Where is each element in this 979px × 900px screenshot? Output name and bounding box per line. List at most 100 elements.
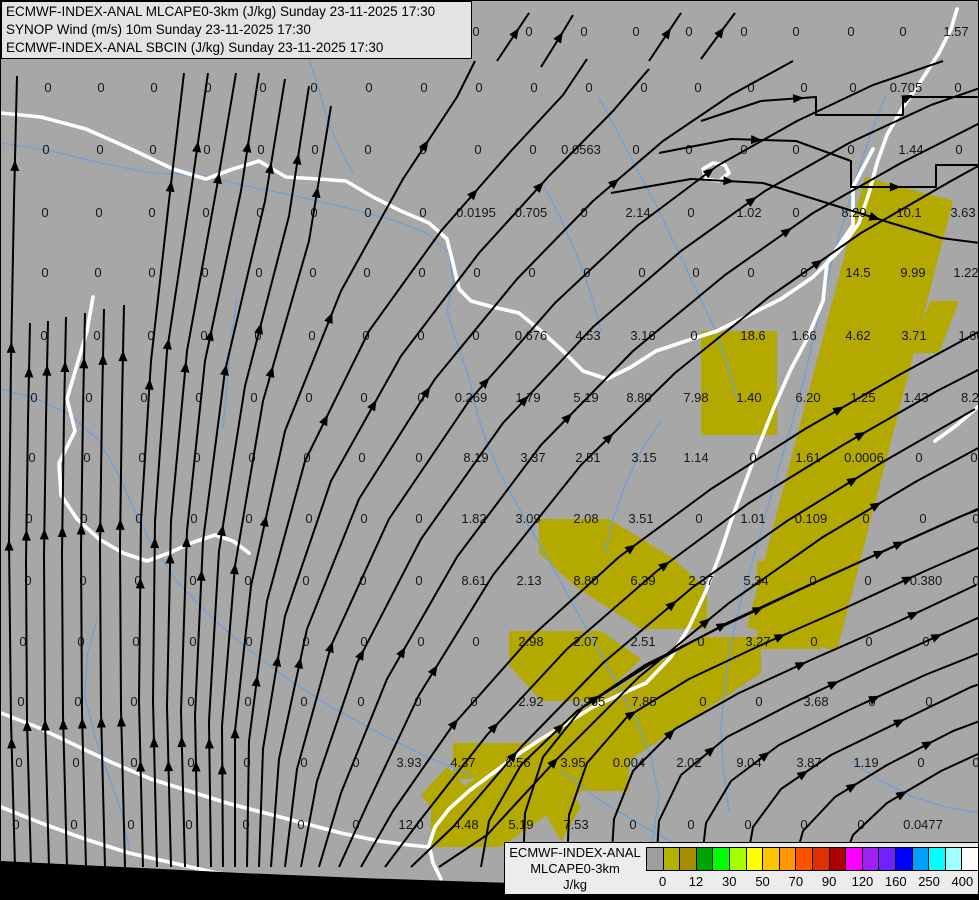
grid-value-label: 0 — [12, 817, 19, 832]
cape-shaded-region — [539, 519, 707, 629]
wind-streamline — [80, 312, 87, 868]
flow-arrowhead-icon — [177, 736, 187, 748]
grid-value-label: 0 — [300, 755, 307, 770]
flow-arrowhead-icon — [714, 27, 725, 39]
flow-arrowhead-icon — [723, 176, 735, 186]
grid-value-label: 0 — [364, 205, 371, 220]
grid-value-label: 0 — [138, 450, 145, 465]
grid-value-label: 0.0195 — [456, 205, 496, 220]
legend-color-cell — [929, 848, 946, 870]
grid-value-label: 0 — [187, 694, 194, 709]
river-line — [598, 96, 738, 400]
wind-streamline — [43, 320, 50, 868]
grid-value-label: 0 — [528, 265, 535, 280]
grid-value-label: 3.63 — [950, 205, 975, 220]
flow-arrowhead-icon — [889, 182, 901, 192]
flow-arrowhead-icon — [624, 711, 637, 721]
cape-shaded-region — [907, 301, 959, 353]
flow-arrowhead-icon — [533, 181, 544, 193]
grid-value-label: 0 — [305, 390, 312, 405]
flow-arrowhead-icon — [150, 537, 160, 549]
cape-shaded-region — [541, 775, 581, 841]
cape-shaded-region — [431, 637, 761, 847]
flow-arrowhead-icon — [892, 541, 905, 551]
wind-streamline — [384, 368, 978, 868]
grid-value-label: 0 — [473, 265, 480, 280]
grid-value-label: 3.09 — [515, 511, 540, 526]
flow-arrowhead-icon — [355, 649, 365, 661]
grid-value-label: 0 — [94, 265, 101, 280]
grid-value-label: 0 — [245, 511, 252, 526]
flow-arrowhead-icon — [607, 178, 620, 190]
flow-arrowhead-icon — [149, 736, 159, 748]
legend-parameter-name: MLCAPE0-3km — [530, 861, 620, 876]
legend-color-cell — [746, 848, 764, 870]
grid-value-label: 0 — [792, 142, 799, 157]
grid-value-label: 0 — [352, 817, 359, 832]
grid-value-label: 0 — [415, 450, 422, 465]
grid-value-label: 3.37 — [520, 450, 545, 465]
grid-value-label: 0 — [529, 142, 536, 157]
flow-arrowhead-icon — [42, 364, 52, 376]
legend-model-name: ECMWF-INDEX-ANAL — [509, 845, 641, 860]
flow-arrowhead-icon — [324, 312, 333, 325]
flow-arrowhead-icon — [561, 413, 573, 425]
flow-arrowhead-icon — [794, 661, 807, 671]
grid-value-label: 0 — [849, 80, 856, 95]
grid-value-label: 0 — [41, 265, 48, 280]
grid-value-label: 0 — [244, 573, 251, 588]
flow-arrowhead-icon — [427, 664, 438, 677]
grid-value-label: 0 — [418, 265, 425, 280]
grid-value-label: 0 — [44, 80, 51, 95]
flow-arrowhead-icon — [895, 791, 908, 801]
wind-streamline — [792, 720, 978, 868]
grid-value-label: 0 — [41, 205, 48, 220]
flow-arrowhead-icon — [750, 135, 763, 145]
grid-value-label: 0 — [417, 634, 424, 649]
wind-streamline — [658, 138, 978, 188]
river-line — [308, 58, 354, 174]
grid-value-label: 1.02 — [736, 205, 761, 220]
legend-color-cell — [846, 848, 863, 870]
grid-value-label: 0 — [80, 511, 87, 526]
flow-arrowhead-icon — [704, 746, 716, 757]
flow-arrowhead-icon — [216, 524, 226, 537]
flow-arrowhead-icon — [832, 406, 845, 416]
grid-value-label: 0 — [203, 142, 210, 157]
grid-value-label: 0 — [525, 24, 532, 39]
grid-value-label: 0 — [687, 817, 694, 832]
wind-streamline — [194, 78, 286, 868]
grid-value-label: 0 — [415, 573, 422, 588]
grid-value-label: 0 — [915, 450, 922, 465]
flow-arrowhead-icon — [553, 31, 563, 44]
grid-value-label: 0 — [190, 511, 197, 526]
wind-streamline — [138, 72, 185, 868]
grid-value-label: 0 — [130, 694, 137, 709]
legend-tick-label: 160 — [884, 874, 907, 889]
flow-arrowhead-icon — [827, 681, 839, 691]
legend-color-cell — [879, 848, 896, 870]
grid-value-label: 0 — [132, 634, 139, 649]
flow-arrowhead-icon — [181, 536, 191, 548]
flow-arrowhead-icon — [259, 515, 269, 528]
flow-arrowhead-icon — [872, 550, 885, 560]
flow-arrowhead-icon — [115, 518, 125, 530]
grid-value-label: 0 — [749, 450, 756, 465]
grid-value-label: 8.61 — [461, 573, 486, 588]
flow-arrowhead-icon — [135, 577, 145, 589]
grid-value-label: 0 — [640, 80, 647, 95]
flow-arrowhead-icon — [294, 657, 303, 670]
flow-arrowhead-icon — [325, 641, 334, 654]
flow-arrowhead-icon — [292, 153, 302, 165]
legend-tick-label: 90 — [821, 874, 837, 889]
grid-value-label: 0 — [420, 80, 427, 95]
flow-arrowhead-icon — [745, 196, 757, 207]
flow-arrowhead-icon — [758, 751, 771, 762]
grid-value-label: 0 — [243, 755, 250, 770]
grid-value-label: 0 — [305, 511, 312, 526]
grid-value-label: 0 — [744, 817, 751, 832]
grid-value-label: 0 — [255, 265, 262, 280]
country-border — [427, 681, 648, 881]
